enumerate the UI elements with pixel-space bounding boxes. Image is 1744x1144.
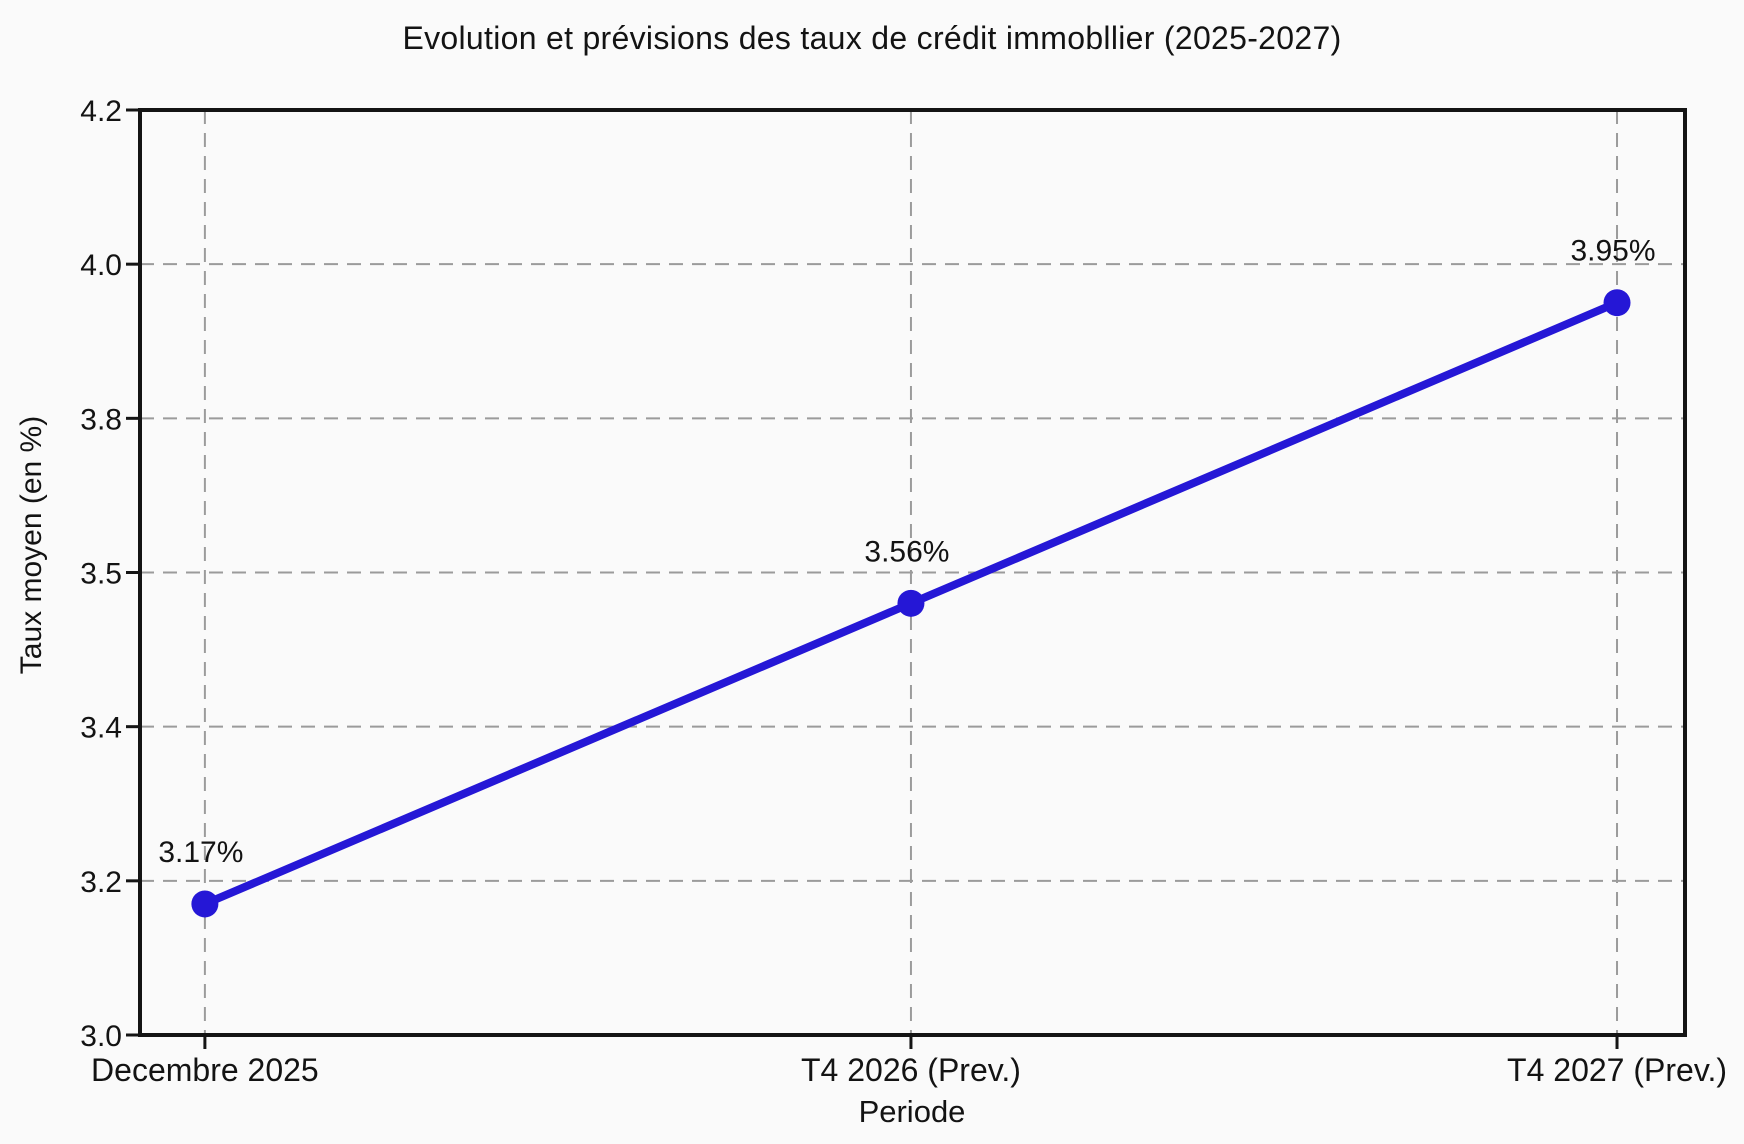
- data-point: [191, 890, 219, 918]
- chart-title: Evolution et prévisions des taux de créd…: [402, 20, 1342, 56]
- point-label: 3.17%: [158, 836, 243, 869]
- x-tick-label: Decembre 2025: [91, 1052, 319, 1088]
- plot-border: [138, 108, 1687, 1037]
- data-point: [1603, 289, 1631, 317]
- y-tick-label: 3.4: [80, 712, 122, 745]
- y-tick-label: 4.0: [80, 249, 122, 282]
- x-tick-label: T4 2026 (Prev.): [801, 1052, 1021, 1088]
- y-tick-label: 3.0: [80, 1020, 122, 1053]
- y-tick-label: 4.2: [80, 95, 122, 128]
- data-point: [897, 589, 925, 617]
- y-tick-label: 3.8: [80, 403, 122, 436]
- point-label: 3.56%: [864, 535, 949, 568]
- y-tick-label: 3.5: [80, 558, 122, 591]
- point-label: 3.95%: [1570, 235, 1655, 268]
- y-tick-label: 3.2: [80, 866, 122, 899]
- x-axis-title: Periode: [858, 1094, 966, 1129]
- x-tick-label: T4 2027 (Prev.): [1507, 1052, 1727, 1088]
